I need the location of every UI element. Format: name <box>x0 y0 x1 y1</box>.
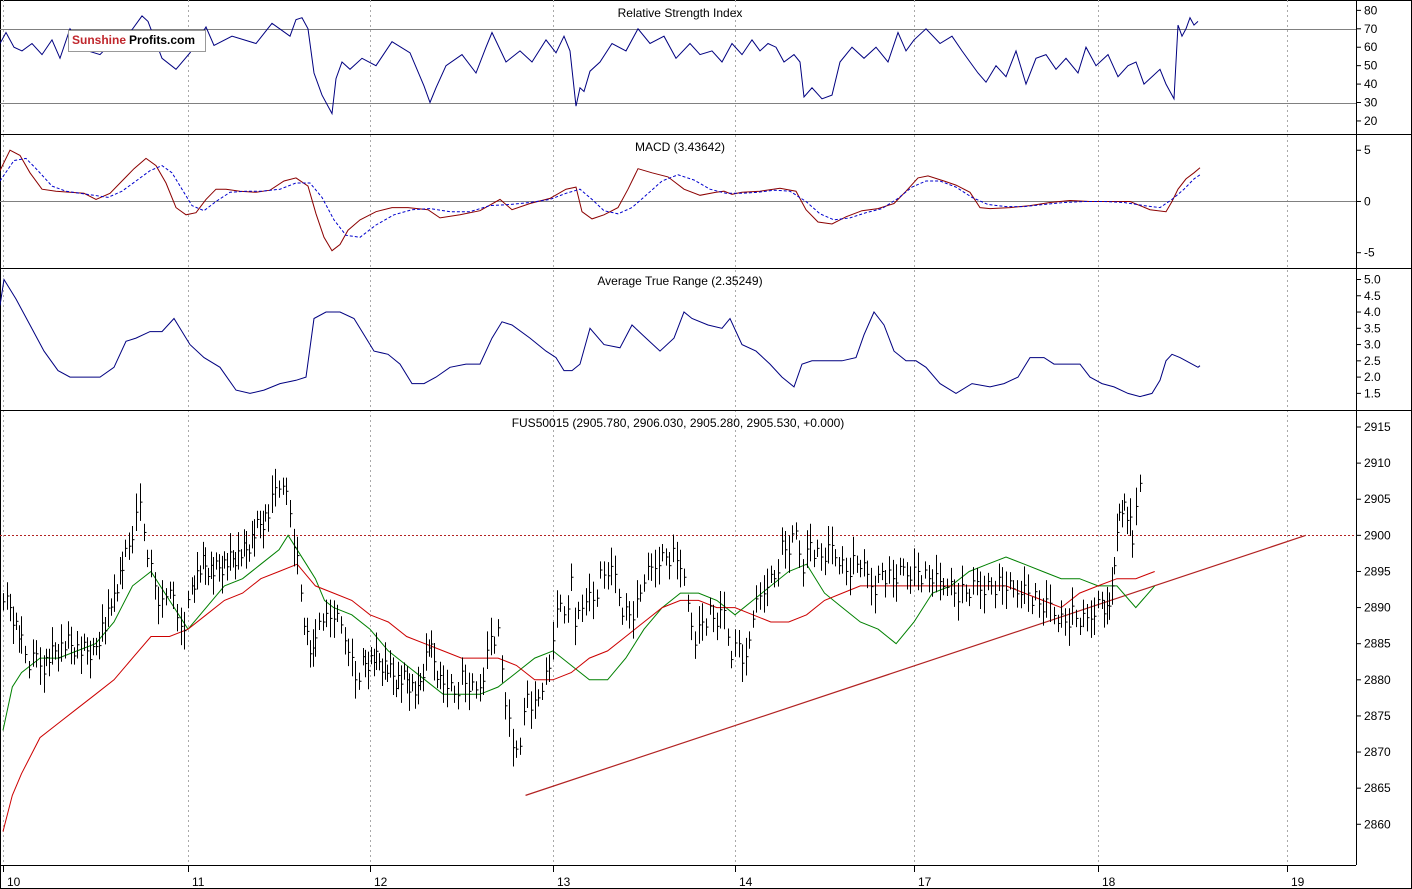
series-line-2-0 <box>0 278 1201 398</box>
x-tick-label-6: 18 <box>1102 875 1116 889</box>
y-tick-label-0-5: 70 <box>1364 22 1378 36</box>
y-tick-label-3-2: 2870 <box>1364 745 1391 759</box>
y-tick-label-2-0: 1.5 <box>1364 386 1381 400</box>
y-tick-label-2-4: 3.5 <box>1364 321 1381 335</box>
series-line-1-0 <box>0 149 1201 252</box>
x-tick-label-5: 17 <box>918 875 932 889</box>
y-tick-label-2-7: 5.0 <box>1364 273 1381 287</box>
price-bars <box>3 0 1150 767</box>
y-tick-label-1-0: -5 <box>1364 246 1375 260</box>
y-tick-label-0-1: 30 <box>1364 96 1378 110</box>
panel-title-0: Relative Strength Index <box>618 6 743 20</box>
trend-line <box>525 534 1307 796</box>
series-line-1-1 <box>0 157 1201 238</box>
x-tick-label-2: 12 <box>374 875 388 889</box>
panel-0: Relative Strength Index 20 30 40 50 60 70 80 <box>0 3 1378 128</box>
panel-1: MACD (3.43642) -5 0 5 <box>0 134 1412 260</box>
y-tick-label-3-1: 2865 <box>1364 781 1391 795</box>
panel-title-2: Average True Range (2.35249) <box>597 274 762 288</box>
y-tick-label-2-6: 4.5 <box>1364 289 1381 303</box>
brand-logo-part1: Sunshine <box>69 31 129 51</box>
brand-logo: Sunshine Profits.com <box>68 30 207 52</box>
y-tick-label-1-2: 5 <box>1364 143 1371 157</box>
panel-title-1: MACD (3.43642) <box>635 140 725 154</box>
y-tick-label-3-3: 2875 <box>1364 709 1391 723</box>
y-tick-label-3-8: 2900 <box>1364 528 1391 542</box>
moving-average-0 <box>2 534 1156 731</box>
y-tick-label-3-6: 2890 <box>1364 601 1391 615</box>
y-tick-label-1-1: 0 <box>1364 194 1371 208</box>
y-tick-label-3-10: 2910 <box>1364 456 1391 470</box>
panel-2: Average True Range (2.35249) 1.5 2.0 2.5 3.0… <box>0 268 1412 400</box>
y-tick-label-3-9: 2905 <box>1364 492 1391 506</box>
y-tick-label-3-4: 2880 <box>1364 673 1391 687</box>
y-tick-label-0-6: 80 <box>1364 3 1378 17</box>
y-tick-label-2-3: 3.0 <box>1364 338 1381 352</box>
y-tick-label-3-0: 2860 <box>1364 817 1391 831</box>
y-tick-label-2-2: 2.5 <box>1364 354 1381 368</box>
y-tick-label-3-11: 2915 <box>1364 420 1391 434</box>
y-tick-label-0-0: 20 <box>1364 114 1378 128</box>
panel-title-3: FUS50015 (2905.780, 2906.030, 2905.280, … <box>512 416 845 430</box>
y-tick-label-2-1: 2.0 <box>1364 370 1381 384</box>
y-tick-label-3-5: 2885 <box>1364 637 1391 651</box>
x-tick-label-3: 13 <box>557 875 571 889</box>
y-tick-label-2-5: 4.0 <box>1364 305 1381 319</box>
y-tick-label-0-3: 50 <box>1364 59 1378 73</box>
x-tick-label-7: 19 <box>1291 875 1305 889</box>
x-tick-label-0: 10 <box>7 875 21 889</box>
x-tick-label-1: 11 <box>192 875 205 889</box>
y-tick-label-0-4: 60 <box>1364 40 1378 54</box>
y-tick-label-0-2: 40 <box>1364 77 1378 91</box>
brand-logo-part2: Profits.com <box>128 31 206 51</box>
series-line-0-0 <box>0 15 1199 116</box>
x-tick-label-4: 14 <box>739 875 753 889</box>
y-tick-label-3-7: 2895 <box>1364 564 1391 578</box>
